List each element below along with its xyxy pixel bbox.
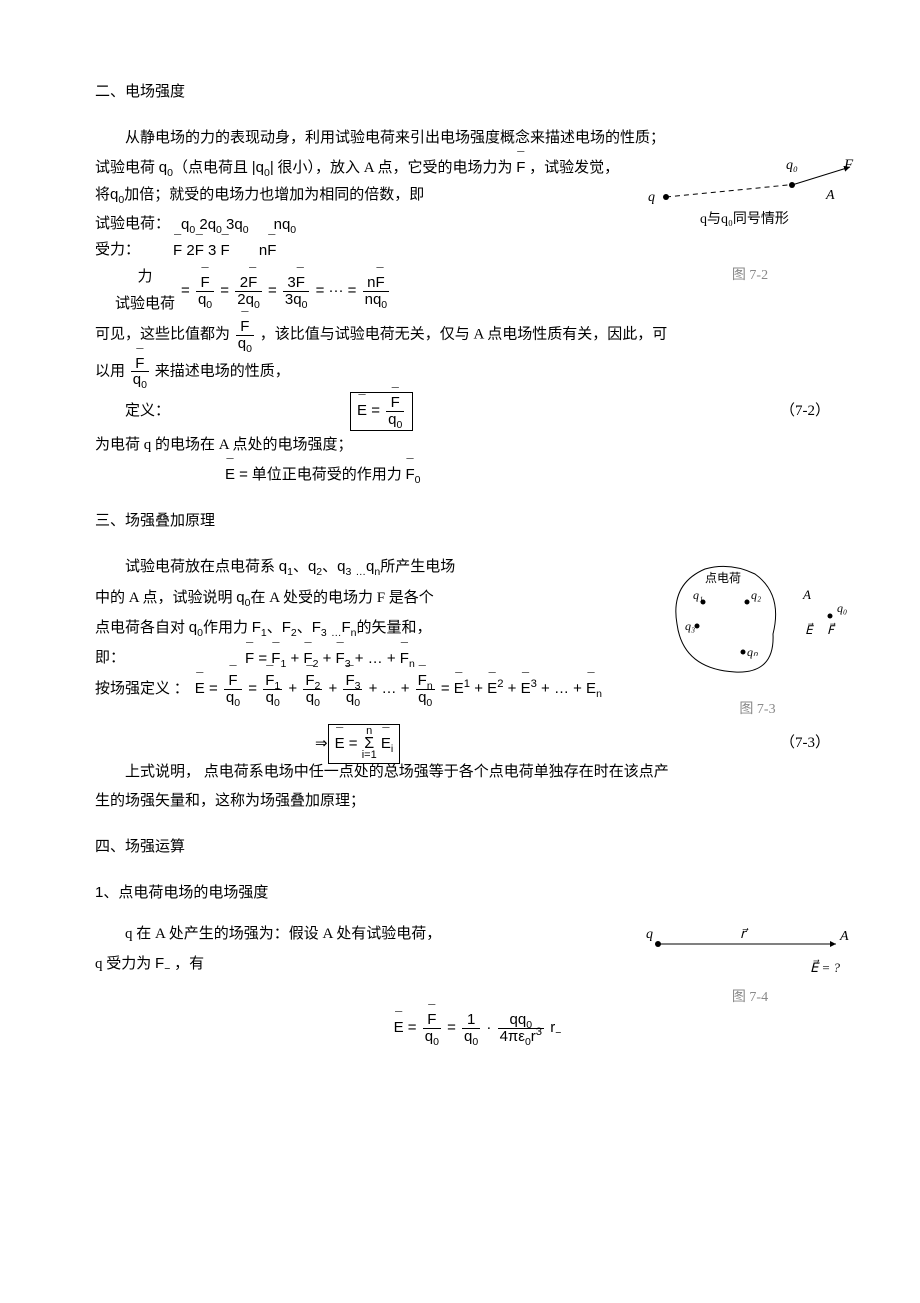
- figure-7-2: q₀ F⃗ q A q与q₀同号情形 图 7-2: [640, 155, 860, 288]
- s3p1b: 所产生电场: [380, 559, 455, 575]
- F-list: F1、F2、F3 …Fn: [252, 619, 357, 636]
- s2-p2-m2: 很小），放入 A 点，它受的电场力为: [274, 160, 517, 176]
- eq-7-3-num: （7-3）: [780, 731, 860, 757]
- svg-text:E⃗: E⃗: [805, 622, 814, 637]
- svg-text:q₀: q₀: [786, 158, 798, 173]
- lbl-force: 受力：: [95, 238, 173, 264]
- ratio-top: 力: [138, 265, 153, 291]
- q0-sym: q0: [159, 159, 173, 176]
- Fvec: F: [516, 155, 525, 181]
- s3-p7: 生的场强矢量和，这称为场强叠加原理；: [95, 789, 860, 815]
- section-2-heading: 二、电场强度: [95, 80, 860, 106]
- fig72-lbl: q与q₀同号情形: [700, 211, 789, 227]
- s3p3a: 点电荷各自对: [95, 620, 189, 636]
- s4p2a: q 受力为: [95, 956, 155, 972]
- fig-7-3-caption: 图 7-3: [655, 698, 860, 722]
- s2-p2: 试验电荷 q0（点电荷且 |q0| 很小），放入 A 点，它受的电场力为 F ，…: [95, 155, 630, 208]
- arrow-imp: ⇒: [315, 731, 328, 757]
- svg-text:q₁: q₁: [693, 588, 703, 602]
- use-ratio: 以用 Fq0 来描述电场的性质，: [95, 356, 860, 389]
- absq0: |q0|: [252, 159, 274, 176]
- svg-text:q: q: [648, 190, 655, 205]
- ratio-text: 可见，这些比值都为 Fq0 ，该比值与试验电荷无关，仅与 A 点电场性质有关，因…: [95, 319, 860, 352]
- F-sum-eq: 即： F = F1 + F2 + F3 + … + Fn: [95, 646, 645, 672]
- Epoint: E = Fq0 = 1q0 · qq04πε0r3 r−: [394, 1012, 562, 1045]
- q0-sym2: q0: [110, 186, 124, 203]
- E-sigma-eq: ⇒ E = nΣi=1 Ei （7-3）: [95, 724, 860, 764]
- rt2: ，该比值与试验电荷无关，仅与 A 点电场性质有关，因此，可: [260, 327, 668, 343]
- Fminus: F−: [155, 955, 170, 972]
- svg-text:F⃗: F⃗: [827, 622, 836, 637]
- definition-eq: 定义： E = Fq0 （7-2）: [95, 392, 860, 431]
- svg-text:A: A: [839, 929, 849, 944]
- svg-text:q₂: q₂: [751, 588, 761, 602]
- s4-p1: q 在 A 处产生的场强为：假设 A 处有试验电荷，: [95, 922, 630, 948]
- q-list: q1、q2、q3 …qn: [279, 558, 380, 575]
- fig-7-4-svg: q r⃗ A E⃗ = ?: [640, 922, 860, 982]
- ji: 即：: [95, 646, 125, 672]
- s3-p6: 上式说明， 点电荷系电场中任一点处的总场强等于各个点电荷单独存在时在该点产: [95, 760, 860, 786]
- figure-7-4: q r⃗ A E⃗ = ? 图 7-4: [640, 922, 860, 1010]
- s3p3c: 的矢量和，: [356, 620, 431, 636]
- fig-7-2-svg: q₀ F⃗ q A q与q₀同号情形: [640, 155, 860, 260]
- figure-7-3: 点电荷 q₁ q₂ q₃ qₙ A q₀ E⃗ F⃗ 图 7-3: [655, 554, 860, 722]
- svg-text:点电荷: 点电荷: [705, 571, 741, 585]
- s2-p2-m1: （点电荷且: [173, 160, 252, 176]
- ur1: 以用: [95, 363, 129, 379]
- s3p2b: 在 A 处受的电场力 F 是各个: [250, 590, 433, 606]
- s3-p1: 试验电荷放在点电荷系 q1、q2、q3 …qn所产生电场: [95, 554, 645, 581]
- s3-p3: 点电荷各自对 q0作用力 F1、F2、F3 …Fn的矢量和，: [95, 615, 645, 642]
- boxed-E-def: E = Fq0: [350, 392, 413, 431]
- svg-text:E⃗ = ?: E⃗ = ?: [810, 960, 840, 975]
- fig-7-3-svg: 点电荷 q₁ q₂ q₃ qₙ A q₀ E⃗ F⃗: [655, 554, 860, 694]
- s4p2b: ，有: [170, 956, 204, 972]
- force-line: 受力： F 2F 3 F nF: [95, 238, 630, 264]
- s3-p2: 中的 A 点，试验说明 q0在 A 处受的电场力 F 是各个: [95, 585, 645, 612]
- s2-p4: E = 单位正电荷受的作用力 F0: [225, 462, 860, 489]
- section-4-sub: 1、点电荷电场的电场强度: [95, 880, 860, 906]
- fig-7-2-caption: 图 7-2: [640, 264, 860, 288]
- svg-text:q₀: q₀: [837, 601, 847, 615]
- s2-p2-pre: 试验电荷: [95, 160, 159, 176]
- svg-text:A: A: [802, 587, 811, 602]
- bydef: 按场强定义 ：: [95, 677, 189, 703]
- svg-text:A: A: [825, 188, 835, 203]
- boxed-E-sigma: E = nΣi=1 Ei: [328, 724, 401, 764]
- q0ququ0: q0: [236, 589, 250, 606]
- rt1: 可见，这些比值都为: [95, 327, 234, 343]
- fvals: F 2F 3 F nF: [173, 238, 276, 264]
- s3p2a: 中的 A 点，试验说明: [95, 590, 236, 606]
- def-label: 定义：: [125, 399, 170, 425]
- ratio-bot: 试验电荷: [115, 291, 175, 318]
- ratio-equation: 力 试验电荷 = Fq0 = 2F2q0 = 3F3q0 = ··· = nFn…: [95, 265, 630, 317]
- q0-3: q0: [189, 619, 203, 636]
- section-3-heading: 三、场强叠加原理: [95, 509, 860, 535]
- s2-p1: 从静电场的力的表现动身，利用试验电荷来引出电场强度概念来描述电场的性质；: [95, 126, 860, 152]
- s2-p2-tail: 加倍；就受的电场力也增加为相同的倍数，即: [124, 187, 424, 203]
- E-point-eq: E = Fq0 = 1q0 · qq04πε0r3 r−: [95, 1012, 860, 1045]
- Esumbody: E = Fq0 = F1q0 + F2q0 + F3q0 + … + Fnq0 …: [195, 673, 602, 706]
- lbl-testcharge: 试验电荷：: [95, 212, 173, 238]
- s4-p2: q 受力为 F− ，有: [95, 951, 630, 978]
- s2-p3: 为电荷 q 的电场在 A 点处的电场强度；: [95, 433, 860, 459]
- section-4-heading: 四、场强运算: [95, 835, 860, 861]
- svg-text:F⃗: F⃗: [843, 157, 860, 173]
- svg-text:q: q: [646, 927, 653, 942]
- svg-text:r⃗: r⃗: [740, 926, 749, 941]
- eq-body: = Fq0 = 2F2q0 = 3F3q0 = ··· = nFnq0: [181, 275, 391, 308]
- svg-text:qₙ: qₙ: [747, 645, 758, 659]
- s3p3b: 作用力: [203, 620, 252, 636]
- s3p1a: 试验电荷放在点电荷系: [125, 559, 279, 575]
- fig-7-4-caption: 图 7-4: [640, 986, 860, 1010]
- svg-text:q₃: q₃: [685, 619, 695, 633]
- E-sum-eq: 按场强定义 ： E = Fq0 = F1q0 + F2q0 + F3q0 + ……: [95, 673, 645, 706]
- ur2: 来描述电场的性质，: [155, 363, 290, 379]
- eq-7-2-num: （7-2）: [780, 399, 860, 425]
